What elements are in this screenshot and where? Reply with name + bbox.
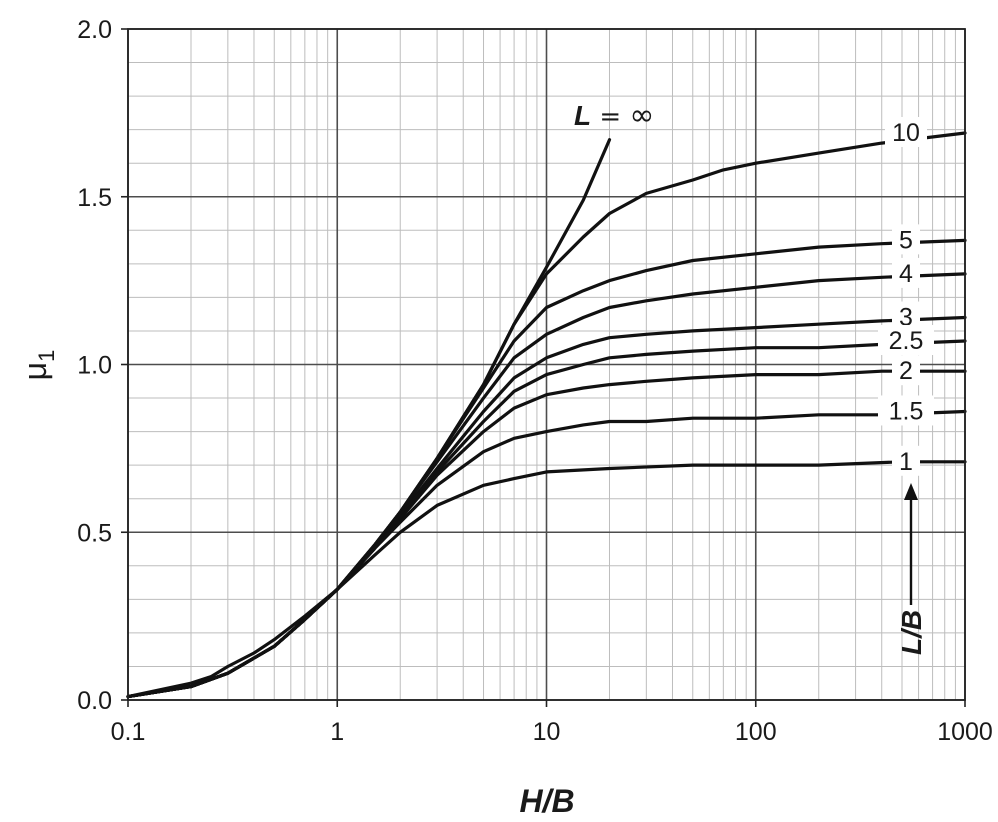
x-tick-label: 100 xyxy=(735,718,777,746)
curve-label-infinite-equals: = xyxy=(591,102,629,132)
curve-label-background xyxy=(892,355,920,386)
legend-title: L/B xyxy=(896,610,927,655)
x-tick-label: 1 xyxy=(330,718,344,746)
grid-layer xyxy=(127,28,966,701)
curve-label-background xyxy=(892,257,920,288)
curve-label-background xyxy=(892,445,920,476)
y-axis-title-main: μ xyxy=(17,362,53,380)
x-axis-title: H/B xyxy=(519,783,574,819)
legend-title-annotation: L/B xyxy=(896,483,927,655)
x-tick-label: 1000 xyxy=(937,718,993,746)
curve-label-background xyxy=(892,224,920,255)
curve-label-infinite: L = ∞ xyxy=(574,98,654,133)
curve-label-background xyxy=(878,325,934,356)
svg-text:μ1: μ1 xyxy=(17,350,59,381)
y-tick-label: 2.0 xyxy=(77,16,112,44)
curve-label-4: 4 xyxy=(899,260,913,288)
curve-label-infinite-symbol: ∞ xyxy=(629,98,654,133)
curve-layer xyxy=(126,131,967,699)
curve-label-2-5: 2.5 xyxy=(889,327,924,355)
curve-label-background xyxy=(878,395,934,426)
series-line-1-5 xyxy=(126,409,967,699)
legend-arrow-head xyxy=(904,483,918,500)
curve-label-5: 5 xyxy=(899,226,913,254)
y-axis-title: μ1 xyxy=(17,350,59,381)
tick-layer: 0.1 1 10 100 1000 0.0 0.5 1.0 1.5 2.0 xyxy=(77,16,993,746)
curve-label-1: 1 xyxy=(899,448,913,476)
curve-label-background xyxy=(885,117,927,148)
y-tick-label: 0.0 xyxy=(77,687,112,715)
curve-label-2: 2 xyxy=(899,357,913,385)
curve-label-infinite-L: L xyxy=(574,100,591,131)
curve-label-1-5: 1.5 xyxy=(889,397,924,425)
y-tick-label: 0.5 xyxy=(77,519,112,547)
y-tick-label: 1.5 xyxy=(77,184,112,212)
curve-label-10: 10 xyxy=(892,119,920,147)
y-axis-title-subscript: 1 xyxy=(34,350,59,362)
x-tick-label: 10 xyxy=(533,718,561,746)
series-line-1 xyxy=(126,460,967,699)
label-layer: 10 5 4 32.52 1.5 1 L = ∞ xyxy=(574,98,934,476)
x-tick-label: 0.1 xyxy=(111,718,146,746)
curve-label-3: 3 xyxy=(899,304,913,332)
y-tick-label: 1.0 xyxy=(77,352,112,380)
